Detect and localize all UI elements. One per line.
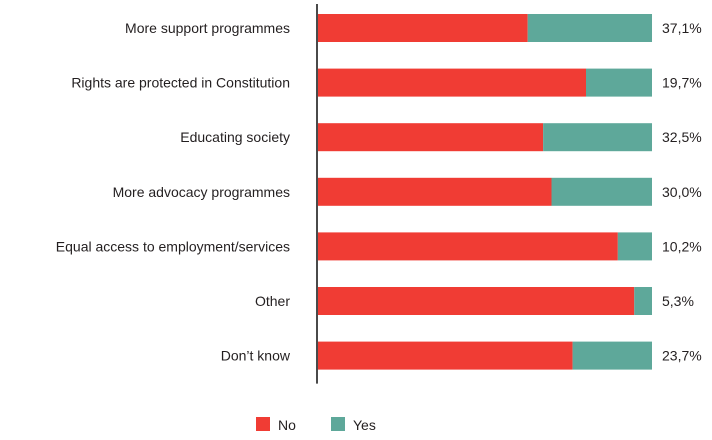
bars-group (317, 14, 653, 370)
value-labels-group: 37,1% 19,7% 32,5% 30,0% 10,2% 5,3% 23,7% (662, 20, 702, 364)
legend: No Yes (256, 417, 376, 433)
category-label: Educating society (180, 129, 290, 145)
legend-label-no: No (278, 417, 296, 433)
category-label: Other (255, 293, 290, 309)
value-label: 10,2% (662, 238, 702, 254)
category-label: Equal access to employment/services (56, 238, 290, 254)
value-label: 23,7% (662, 348, 702, 364)
bar-segment-yes (572, 341, 652, 370)
category-label: Don’t know (221, 348, 291, 364)
category-label: More support programmes (125, 20, 290, 36)
category-label: More advocacy programmes (113, 184, 290, 200)
bar-segment-yes (527, 14, 653, 42)
bar-segment-no (317, 287, 635, 315)
category-labels-group: More support programmes Rights are protec… (56, 20, 291, 364)
bar-segment-yes (586, 68, 652, 97)
value-label: 30,0% (662, 184, 702, 200)
value-label: 32,5% (662, 129, 702, 145)
value-label: 37,1% (662, 20, 702, 36)
value-label: 19,7% (662, 75, 702, 91)
bar-segment-no (317, 341, 573, 370)
bar-segment-no (317, 123, 544, 152)
value-label: 5,3% (662, 293, 694, 309)
legend-swatch-yes (331, 417, 345, 431)
bar-segment-no (317, 14, 528, 42)
bar-segment-yes (551, 177, 652, 206)
bar-segment-no (317, 177, 552, 206)
category-label: Rights are protected in Constitution (71, 75, 290, 91)
bar-segment-yes (634, 287, 652, 315)
bar-segment-yes (543, 123, 653, 152)
legend-label-yes: Yes (353, 417, 376, 433)
bar-segment-no (317, 68, 586, 97)
bar-segment-no (317, 232, 618, 261)
legend-swatch-no (256, 417, 270, 431)
bar-segment-yes (617, 232, 652, 261)
